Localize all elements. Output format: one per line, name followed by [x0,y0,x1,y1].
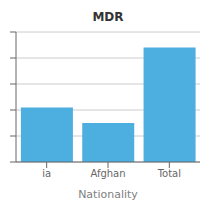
svg-text:Total: Total [157,168,181,179]
svg-text:ia: ia [42,168,51,179]
svg-text:Afghan: Afghan [90,168,125,179]
html-text:MDR: MDR [92,10,124,24]
svg-text:Nationality: Nationality [78,188,138,201]
